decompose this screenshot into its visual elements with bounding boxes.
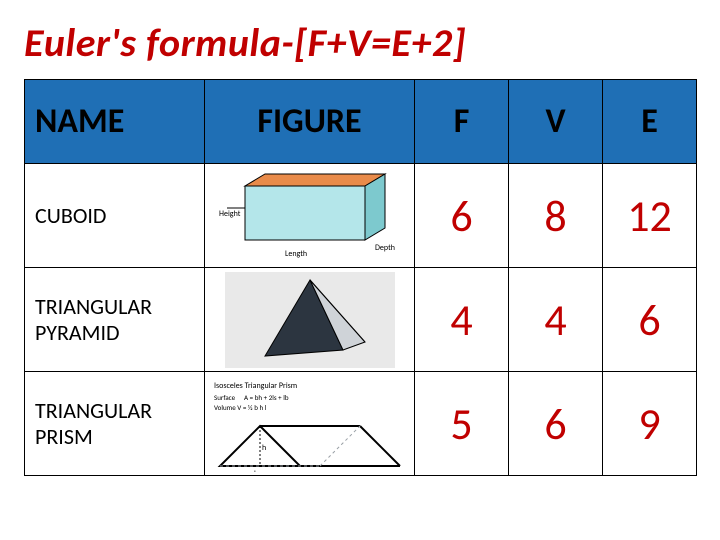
pyramid-icon [225, 272, 395, 368]
cell-v: 8 [509, 164, 603, 268]
cuboid-icon: Height Length Depth [215, 168, 405, 264]
cell-v: 4 [509, 268, 603, 372]
table-header-row: NAME FIGURE F V E [25, 80, 697, 164]
shape-figure-prism: Isosceles Triangular Prism Surface A = b… [205, 372, 415, 476]
cell-f: 4 [415, 268, 509, 372]
shape-name: CUBOID [25, 164, 205, 268]
slide: Euler's formula-[F+V=E+2] NAME FIGURE F … [0, 0, 720, 540]
table-row: TRIANGULAR PYRAMID 4 4 6 [25, 268, 697, 372]
prism-icon: Isosceles Triangular Prism Surface A = b… [210, 376, 410, 472]
svg-text:Volume V = ½ b h l: Volume V = ½ b h l [214, 403, 267, 412]
shape-figure-pyramid [205, 268, 415, 372]
cell-e: 6 [603, 268, 697, 372]
cell-v: 6 [509, 372, 603, 476]
svg-text:b: b [254, 469, 258, 472]
col-header-e: E [603, 80, 697, 164]
col-header-f: F [415, 80, 509, 164]
cell-e: 9 [603, 372, 697, 476]
euler-table: NAME FIGURE F V E CUBOID Height [24, 79, 697, 476]
shape-name: TRIANGULAR PRISM [25, 372, 205, 476]
shape-name: TRIANGULAR PYRAMID [25, 268, 205, 372]
cell-e: 12 [603, 164, 697, 268]
svg-text:Surface: Surface [214, 393, 236, 402]
svg-text:A = bh + 2ls + lb: A = bh + 2ls + lb [244, 393, 289, 402]
cell-f: 6 [415, 164, 509, 268]
col-header-name: NAME [25, 80, 205, 164]
svg-text:Isosceles Triangular Prism: Isosceles Triangular Prism [214, 381, 297, 391]
svg-text:Height: Height [219, 209, 241, 219]
svg-text:Length: Length [285, 249, 307, 259]
col-header-figure: FIGURE [205, 80, 415, 164]
slide-title: Euler's formula-[F+V=E+2] [24, 18, 696, 67]
cell-f: 5 [415, 372, 509, 476]
table-row: TRIANGULAR PRISM Isosceles Triangular Pr… [25, 372, 697, 476]
svg-text:h: h [262, 443, 266, 453]
col-header-v: V [509, 80, 603, 164]
svg-text:Depth: Depth [375, 243, 395, 253]
shape-figure-cuboid: Height Length Depth [205, 164, 415, 268]
table-row: CUBOID Height Length Depth 6 8 12 [25, 164, 697, 268]
